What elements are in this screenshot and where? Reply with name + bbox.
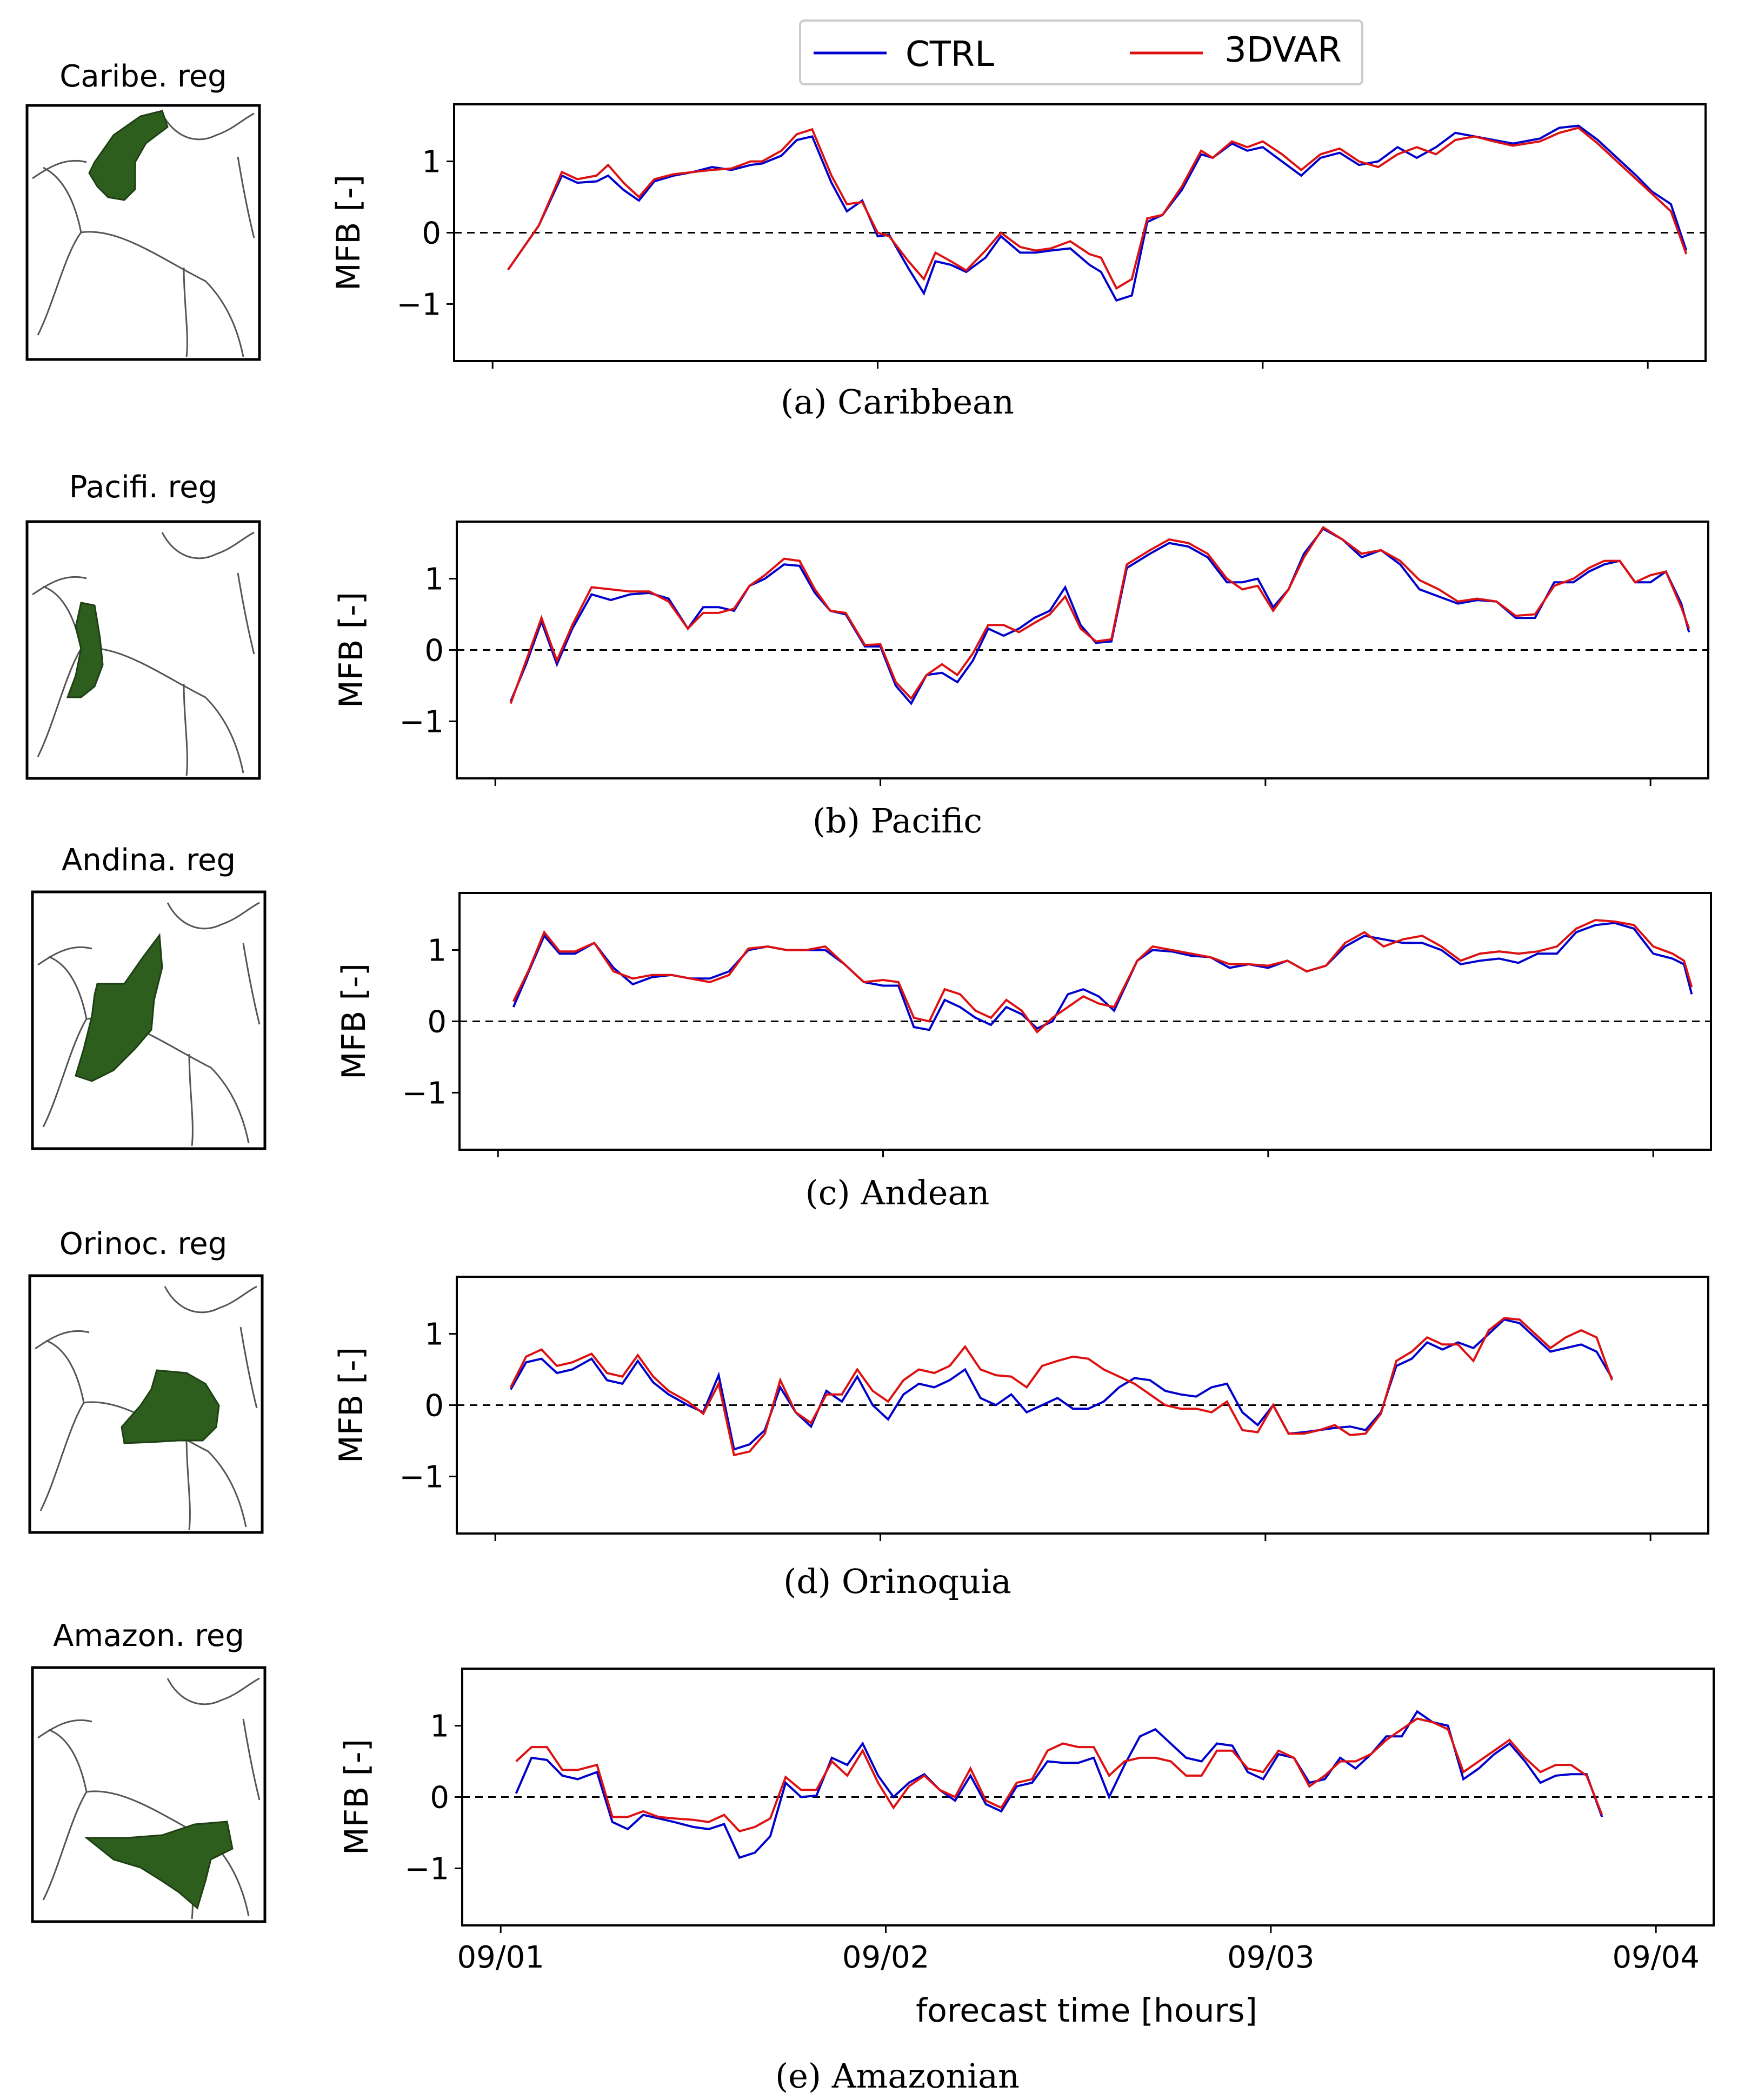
- panel-caption: (d) Orinoquia: [783, 1562, 1011, 1601]
- series-ctrl-line: [507, 124, 1688, 302]
- y-tick-label: 1: [424, 1317, 444, 1352]
- x-ticks: 09/01 09/02 09/03 09/04: [457, 1925, 1700, 1975]
- x-ticks: [494, 778, 1652, 786]
- y-tick-label: 1: [430, 1709, 449, 1744]
- mfb-plot: 1 0 −1 09/01 09/02 09/03 09/04 MFB [-]: [338, 1668, 1715, 1975]
- panel-caption: (e) Amazonian: [775, 2056, 1020, 2096]
- y-tick-label: 1: [422, 145, 441, 180]
- y-ticks: 1 0 −1: [402, 934, 460, 1111]
- y-axis-label: MFB [-]: [332, 592, 370, 708]
- y-tick-label: −1: [399, 704, 444, 739]
- y-tick-label: 0: [424, 634, 444, 669]
- y-tick-label: 0: [427, 1005, 447, 1040]
- map-title: Andina. reg: [62, 843, 236, 878]
- x-tick-label: 09/02: [842, 1940, 929, 1975]
- panel-caption: (a) Caribbean: [781, 382, 1014, 422]
- panel-amazonian: Amazon. reg 1 0 −1 09/01 09/02 09/03 09/04 MF…: [31, 1618, 1715, 2096]
- y-ticks: 1 0 −1: [404, 1709, 462, 1886]
- y-tick-label: 0: [424, 1389, 444, 1424]
- legend: CTRL 3DVAR: [799, 19, 1363, 85]
- y-tick-label: −1: [396, 287, 441, 322]
- x-tick-label: 09/04: [1612, 1940, 1699, 1975]
- mfb-plot: 1 0 −1 MFB [-]: [332, 521, 1709, 786]
- region-shape-caribe: [88, 110, 169, 201]
- region-shape-amazon: [84, 1821, 234, 1910]
- series-ctrl-line: [512, 922, 1693, 1031]
- y-ticks: 1 0 −1: [396, 145, 454, 322]
- x-tick-label: 09/01: [457, 1940, 544, 1975]
- region-map: [25, 104, 261, 361]
- panel-caribbean: Caribe. reg 1 0 −1 MFB [-] (a) Caribbean: [25, 59, 1707, 422]
- region-map: [25, 520, 261, 780]
- x-ticks: [494, 1534, 1652, 1541]
- x-tick-label: 09/03: [1227, 1940, 1314, 1975]
- mfb-plot: 1 0 −1 MFB [-]: [332, 1276, 1709, 1541]
- series-ctrl-line: [515, 1710, 1603, 1859]
- region-map: [28, 1274, 264, 1534]
- legend-3dvar-label: 3DVAR: [1224, 30, 1342, 70]
- region-shape-orinoc: [121, 1369, 220, 1444]
- y-axis-label: MFB [-]: [338, 1739, 376, 1855]
- mfb-plot: 1 0 −1 MFB [-]: [330, 103, 1707, 369]
- map-title: Caribe. reg: [59, 59, 227, 94]
- y-axis-label: MFB [-]: [335, 963, 373, 1079]
- region-map: [31, 890, 267, 1150]
- map-frame: [25, 520, 261, 780]
- y-ticks: 1 0 −1: [399, 1317, 457, 1495]
- legend-box: [799, 19, 1363, 85]
- country-borders: [32, 112, 255, 357]
- series-3dvar-line: [509, 1317, 1613, 1457]
- y-tick-label: 0: [422, 216, 441, 251]
- mfb-plot: 1 0 −1 MFB [-]: [335, 892, 1712, 1157]
- map-frame: [28, 1274, 264, 1534]
- region-shape-andina: [75, 932, 163, 1082]
- region-map: [31, 1666, 267, 1923]
- y-tick-label: 1: [427, 934, 447, 969]
- y-tick-label: −1: [402, 1076, 447, 1111]
- x-ticks: [491, 361, 1649, 369]
- panel-caption: (c) Andean: [805, 1173, 990, 1212]
- country-borders: [35, 1285, 258, 1530]
- panel-caption: (b) Pacific: [813, 801, 982, 841]
- panel-pacific: Pacifi. reg 1 0 −1 MFB [-] (b) Pacific: [25, 470, 1709, 841]
- y-tick-label: −1: [404, 1851, 449, 1886]
- y-tick-label: −1: [399, 1459, 444, 1495]
- panel-orinoquia: Orinoc. reg 1 0 −1 MFB [-] (d) Orinoquia: [28, 1226, 1709, 1601]
- series-3dvar-line: [515, 1717, 1603, 1833]
- y-tick-label: 0: [430, 1781, 449, 1816]
- y-axis-label: MFB [-]: [330, 175, 368, 291]
- x-axis-label: forecast time [hours]: [916, 1992, 1257, 2030]
- map-title: Amazon. reg: [53, 1618, 244, 1654]
- legend-ctrl-label: CTRL: [905, 35, 994, 75]
- series-3dvar-line: [509, 525, 1690, 704]
- map-title: Pacifi. reg: [69, 470, 218, 505]
- y-tick-label: 1: [424, 562, 444, 597]
- y-ticks: 1 0 −1: [399, 562, 457, 739]
- map-frame: [31, 1666, 267, 1923]
- y-axis-label: MFB [-]: [332, 1347, 370, 1463]
- series-3dvar-line: [507, 126, 1688, 290]
- series-3dvar-line: [512, 919, 1693, 1034]
- x-ticks: [497, 1150, 1654, 1157]
- panel-andean: Andina. reg 1 0 −1 MFB [-] (c) Andean: [31, 843, 1712, 1212]
- map-title: Orinoc. reg: [59, 1226, 228, 1262]
- region-shape-pacifi: [66, 602, 104, 698]
